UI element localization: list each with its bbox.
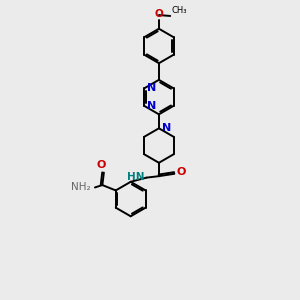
Text: N: N bbox=[147, 83, 156, 93]
Text: N: N bbox=[147, 101, 156, 111]
Text: NH₂: NH₂ bbox=[71, 182, 91, 192]
Text: N: N bbox=[163, 123, 172, 133]
Text: HN: HN bbox=[128, 172, 145, 182]
Text: CH₃: CH₃ bbox=[171, 6, 187, 15]
Text: O: O bbox=[97, 160, 106, 170]
Text: O: O bbox=[177, 167, 186, 177]
Text: O: O bbox=[154, 9, 163, 19]
